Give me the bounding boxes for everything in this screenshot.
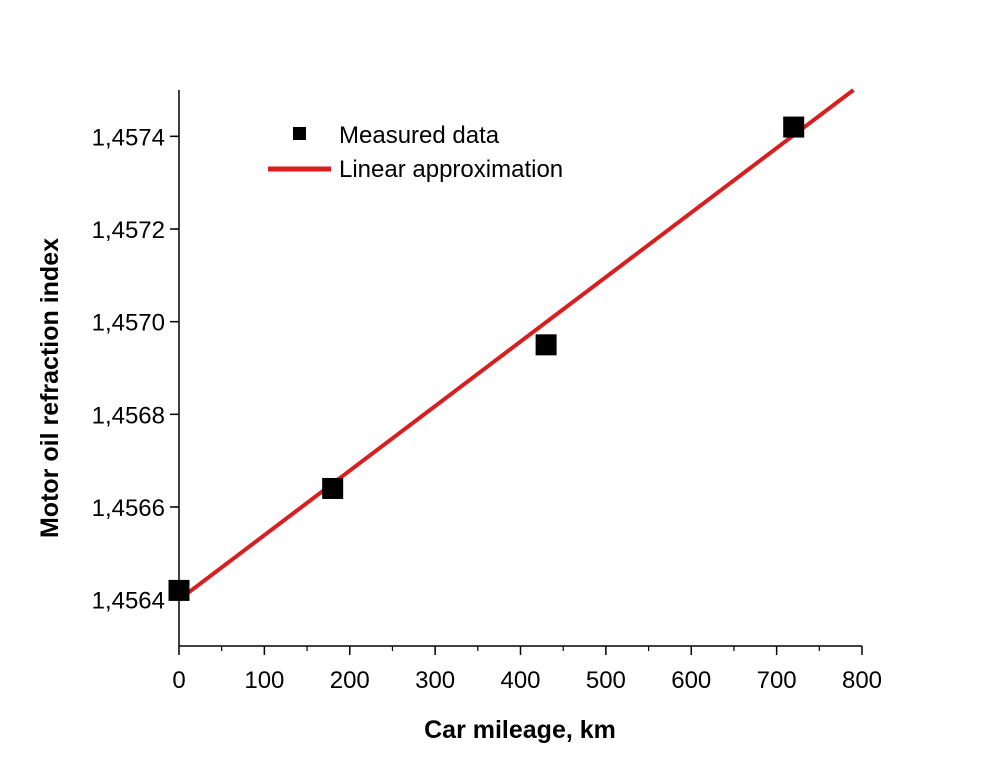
y-tick-label: 1,4570 [92,310,165,337]
legend-label-measured: Measured data [339,122,500,149]
x-tick-label: 800 [842,667,882,694]
x-tick-label: 200 [330,667,370,694]
y-tick-label: 1,4574 [92,124,165,151]
x-tick-label: 600 [671,667,711,694]
x-tick-label: 700 [757,667,797,694]
x-tick-label: 100 [244,667,284,694]
legend-marker-measured [293,127,306,140]
measured-data-point [535,334,557,356]
measured-data-point [322,477,344,499]
measured-data-point [783,116,805,138]
x-tick-label: 0 [172,667,185,694]
y-tick-label: 1,4564 [92,588,165,615]
legend: Measured data Linear approximation [268,122,563,183]
y-tick-label: 1,4568 [92,402,165,429]
x-ticks: 0 100 200 300 400 500 600 700 800 [172,646,882,694]
x-tick-label: 300 [415,667,455,694]
linear-approximation-line [177,88,855,602]
legend-label-linear: Linear approximation [339,156,563,183]
x-axis-title: Car mileage, km [424,716,616,744]
plot-series [168,88,855,602]
y-axis-title: Motor oil refraction index [36,238,64,538]
y-tick-label: 1,4566 [92,495,165,522]
y-tick-label: 1,4572 [92,217,165,244]
x-tick-label: 400 [500,667,540,694]
y-ticks: 1,4564 1,4566 1,4568 1,4570 1,4572 1,4574 [92,124,179,615]
x-tick-label: 500 [586,667,626,694]
measured-data-point [168,579,190,601]
